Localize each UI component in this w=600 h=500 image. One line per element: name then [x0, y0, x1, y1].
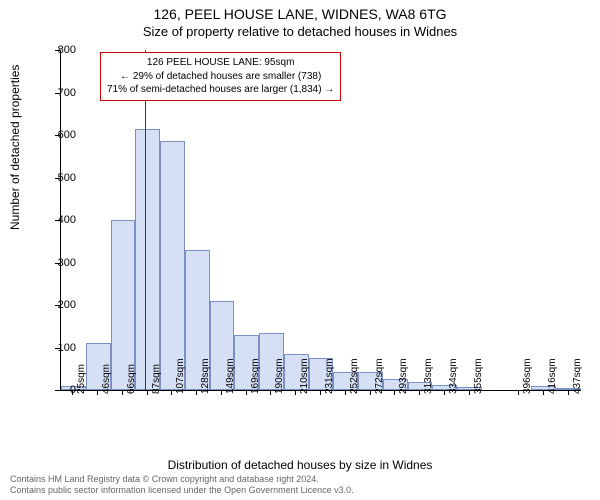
y-tick-label: 800 [58, 44, 76, 56]
x-tick-label: 355sqm [473, 358, 484, 394]
x-tick-mark [444, 390, 445, 395]
x-tick-label: 293sqm [398, 358, 409, 394]
y-tick-label: 700 [58, 87, 76, 99]
x-tick-label: 272sqm [374, 358, 385, 394]
reference-line [145, 50, 146, 390]
x-tick-label: 313sqm [423, 358, 434, 394]
x-tick-label: 25sqm [76, 364, 87, 394]
y-tick-mark [55, 390, 60, 391]
y-axis-label: Number of detached properties [8, 65, 22, 230]
x-tick-label: 190sqm [274, 358, 285, 394]
x-tick-mark [345, 390, 346, 395]
x-tick-mark [147, 390, 148, 395]
x-tick-label: 252sqm [349, 358, 360, 394]
y-tick-label: 300 [58, 257, 76, 269]
x-tick-label: 149sqm [225, 358, 236, 394]
x-tick-mark [518, 390, 519, 395]
x-tick-mark [97, 390, 98, 395]
x-tick-mark [419, 390, 420, 395]
x-tick-label: 210sqm [299, 358, 310, 394]
x-tick-label: 169sqm [250, 358, 261, 394]
plot-area [60, 50, 581, 391]
y-tick-mark [55, 50, 60, 51]
y-tick-mark [55, 348, 60, 349]
y-tick-mark [55, 93, 60, 94]
chart-title-sub: Size of property relative to detached ho… [0, 24, 600, 39]
property-size-chart: 126, PEEL HOUSE LANE, WIDNES, WA8 6TG Si… [0, 0, 600, 500]
annotation-line: 126 PEEL HOUSE LANE: 95sqm [107, 56, 334, 70]
x-tick-mark [370, 390, 371, 395]
x-tick-mark [295, 390, 296, 395]
x-tick-mark [72, 390, 73, 395]
x-tick-mark [270, 390, 271, 395]
histogram-bar [135, 129, 160, 390]
x-tick-label: 107sqm [175, 358, 186, 394]
x-tick-label: 396sqm [522, 358, 533, 394]
x-tick-mark [469, 390, 470, 395]
x-tick-mark [171, 390, 172, 395]
x-tick-label: 128sqm [200, 358, 211, 394]
y-tick-mark [55, 178, 60, 179]
chart-title-main: 126, PEEL HOUSE LANE, WIDNES, WA8 6TG [0, 6, 600, 22]
x-tick-mark [221, 390, 222, 395]
histogram-bar [160, 141, 185, 390]
x-tick-mark [568, 390, 569, 395]
x-tick-label: 46sqm [101, 364, 112, 394]
x-tick-mark [246, 390, 247, 395]
y-tick-label: 400 [58, 214, 76, 226]
y-tick-mark [55, 305, 60, 306]
y-tick-mark [55, 220, 60, 221]
y-tick-mark [55, 263, 60, 264]
footer-attribution: Contains HM Land Registry data © Crown c… [10, 474, 354, 496]
y-tick-label: 200 [58, 299, 76, 311]
x-tick-mark [394, 390, 395, 395]
x-tick-mark [320, 390, 321, 395]
x-tick-mark [543, 390, 544, 395]
x-tick-mark [122, 390, 123, 395]
x-tick-label: 87sqm [151, 364, 162, 394]
x-axis-label: Distribution of detached houses by size … [0, 458, 600, 472]
x-tick-label: 334sqm [448, 358, 459, 394]
annotation-box: 126 PEEL HOUSE LANE: 95sqm← 29% of detac… [100, 52, 341, 101]
annotation-line: 71% of semi-detached houses are larger (… [107, 83, 334, 97]
footer-line2: Contains public sector information licen… [10, 485, 354, 495]
x-tick-mark [196, 390, 197, 395]
x-tick-label: 66sqm [126, 364, 137, 394]
x-tick-label: 231sqm [324, 358, 335, 394]
y-tick-mark [55, 135, 60, 136]
y-tick-label: 500 [58, 172, 76, 184]
x-tick-label: 437sqm [572, 358, 583, 394]
x-tick-label: 416sqm [547, 358, 558, 394]
footer-line1: Contains HM Land Registry data © Crown c… [10, 474, 319, 484]
y-tick-label: 100 [58, 342, 76, 354]
y-tick-label: 600 [58, 129, 76, 141]
annotation-line: ← 29% of detached houses are smaller (73… [107, 70, 334, 84]
